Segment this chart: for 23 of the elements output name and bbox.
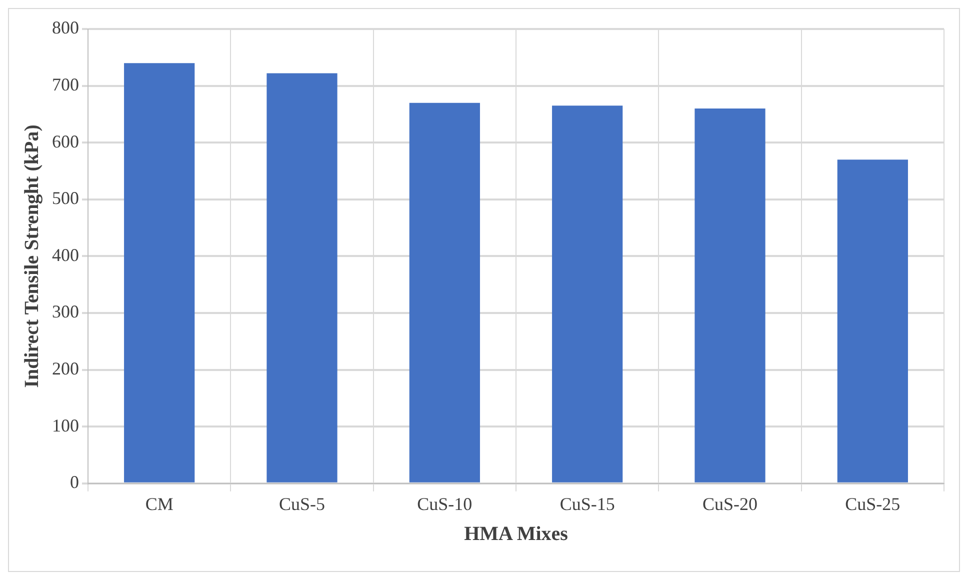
bar — [552, 106, 623, 482]
x-tick-label: CuS-15 — [560, 494, 615, 514]
y-tick-label: 500 — [52, 188, 79, 208]
x-axis-title: HMA Mixes — [464, 523, 568, 546]
x-tick-label: CuS-20 — [702, 494, 758, 514]
x-tick-label: CuS-10 — [417, 494, 472, 514]
bar — [124, 63, 195, 482]
y-tick-label: 400 — [52, 244, 79, 265]
bar — [694, 108, 766, 482]
x-tick-label: CuS-25 — [845, 494, 900, 514]
bar — [266, 73, 338, 482]
y-axis-title: Indirect Tensile Strenght (kPa) — [21, 124, 44, 388]
bar — [409, 102, 480, 482]
bar — [837, 160, 908, 482]
y-tick-label: 100 — [52, 415, 79, 436]
y-tick-label: 700 — [52, 74, 79, 95]
y-tick-label: 0 — [70, 472, 79, 492]
y-tick-label: 300 — [52, 302, 79, 322]
y-tick-label: 200 — [52, 358, 79, 379]
y-tick-label: 600 — [52, 131, 79, 152]
x-tick-label: CuS-5 — [278, 494, 326, 514]
y-tick-label: 800 — [52, 18, 79, 38]
x-tick-label: CM — [145, 494, 174, 514]
